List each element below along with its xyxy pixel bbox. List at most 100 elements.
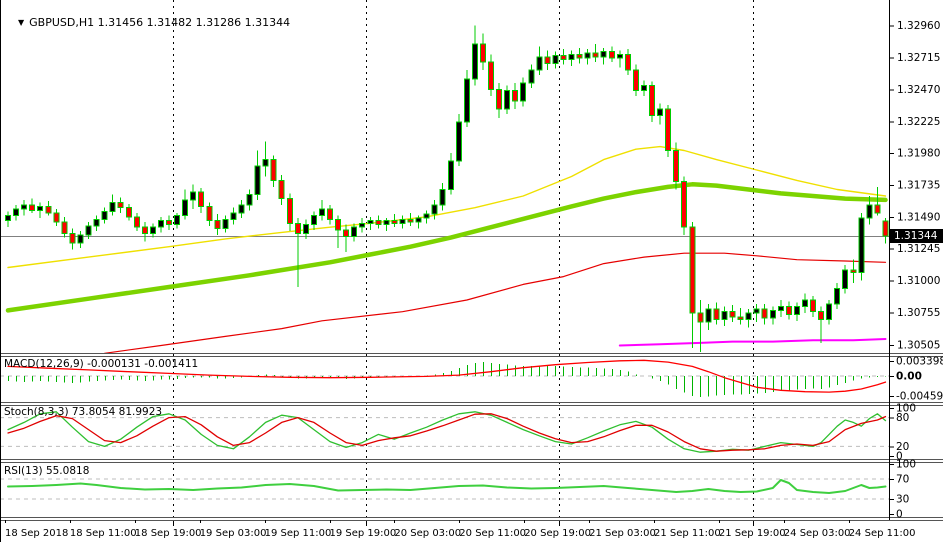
candle-bull	[552, 55, 559, 64]
time-axis-label: 18 Sep 2018	[5, 528, 68, 539]
time-axis-label: 18 Sep 11:00	[70, 528, 137, 539]
candle-bull	[254, 165, 261, 196]
price-axis-label: 1.31980	[897, 148, 940, 160]
price-axis-label: 1.32225	[897, 116, 940, 128]
time-axis-label: 18 Sep 19:00	[135, 528, 202, 539]
chart-title: ▼ GBPUSD,H1 1.31456 1.31482 1.31286 1.313…	[4, 3, 290, 42]
candle-bull	[802, 299, 808, 307]
candle-bull	[37, 205, 44, 211]
candle-bear	[512, 90, 519, 102]
candle-bear	[818, 311, 825, 321]
candle-bull	[753, 308, 760, 314]
candle-bull	[455, 121, 462, 162]
chart-title-text: GBPUSD,H1 1.31456 1.31482 1.31286 1.3134…	[29, 16, 291, 29]
macd-axis-label: 0.00	[896, 371, 922, 383]
macd-signal-line	[7, 359, 887, 393]
candle-bear	[608, 51, 615, 59]
candle-bull	[504, 90, 511, 110]
rsi-axis-label: 70	[896, 474, 909, 486]
candle-bear	[488, 61, 494, 90]
candle-bull	[399, 218, 406, 224]
candle-bear	[278, 179, 285, 200]
candle-bull	[230, 212, 237, 220]
rsi-axis-label: 30	[896, 494, 909, 506]
time-axis-label: 21 Sep 03:00	[589, 528, 656, 539]
price-axis-label: 1.31735	[897, 179, 940, 191]
candle-bull	[657, 108, 664, 116]
candle-bull	[21, 204, 28, 210]
time-axis-label: 21 Sep 19:00	[719, 528, 786, 539]
stoch-signal-line	[7, 413, 887, 452]
symbol-dropdown-arrow-icon[interactable]: ▼	[18, 18, 25, 27]
candle-bull	[246, 194, 253, 206]
candle-bear	[729, 311, 736, 318]
candle-bear	[649, 85, 655, 116]
stoch-axis-label: 0	[896, 451, 903, 463]
candle-bull	[238, 204, 245, 214]
candle-bull	[769, 309, 776, 319]
candle-bull	[310, 215, 317, 226]
macd-histogram-group	[8, 362, 886, 397]
stoch-axis-label: 20	[896, 441, 909, 453]
price-axis-label: 1.30505	[897, 339, 940, 351]
candle-bear	[286, 198, 293, 224]
candle-bull	[834, 287, 841, 305]
candle-bear	[713, 308, 720, 321]
candle-bull	[447, 160, 454, 190]
price-axis-label: 1.31245	[897, 243, 940, 255]
candle-bull	[77, 234, 84, 244]
candle-bear	[294, 222, 301, 235]
candle-bear	[850, 269, 857, 274]
candle-bull	[842, 269, 849, 289]
candle-bull	[93, 218, 100, 227]
time-axis-label: 20 Sep 11:00	[459, 528, 526, 539]
stoch-axis-label: 100	[896, 403, 916, 415]
candle-bear	[117, 202, 124, 209]
candle-bear	[133, 216, 140, 228]
candle-bear	[125, 207, 132, 218]
candle-bear	[198, 191, 205, 207]
current-price-badge: 1.31344	[890, 229, 943, 243]
candle-bear	[576, 53, 583, 59]
rsi-indicator-label: RSI(13) 55.0818	[4, 465, 90, 477]
candle-bear	[737, 316, 744, 320]
candle-bull	[584, 52, 591, 59]
candle-bear	[681, 181, 688, 228]
ma-magenta-line	[618, 338, 887, 347]
ma-yellow-line	[7, 145, 887, 269]
candle-bear	[29, 204, 36, 211]
candle-bull	[423, 213, 430, 219]
ma-red-line	[103, 252, 887, 354]
time-axis-label: 20 Sep 03:00	[394, 528, 461, 539]
candle-bull	[359, 222, 366, 228]
rsi-axis-label: 0	[896, 509, 903, 521]
candle-bear	[624, 53, 631, 71]
candle-bull	[568, 53, 575, 60]
candle-bull	[858, 217, 865, 274]
candle-bull	[367, 220, 374, 224]
candle-bear	[874, 204, 881, 214]
candle-bear	[665, 108, 672, 151]
candle-bull	[705, 308, 712, 323]
candle-bear	[544, 56, 551, 64]
candle-bull	[101, 211, 108, 220]
candle-bear	[206, 205, 213, 222]
macd-axis-label: 0.003398	[896, 356, 943, 368]
candle-bull	[383, 220, 390, 226]
candle-bull	[641, 85, 647, 92]
candle-bear	[810, 299, 816, 313]
stochastic-indicator-label: Stoch(8,3,3) 73.8054 81.9923	[4, 406, 163, 418]
price-axis-label: 1.30755	[897, 307, 940, 319]
candle-bear	[560, 55, 567, 60]
candle-bull	[745, 312, 752, 320]
candle-bull	[262, 159, 269, 167]
candle-bull	[600, 51, 607, 58]
price-axis-label: 1.32470	[897, 84, 940, 96]
candle-bull	[866, 204, 873, 219]
candle-bull	[463, 78, 470, 123]
candle-bull	[793, 306, 800, 315]
candle-bear	[343, 229, 350, 237]
rsi-line	[7, 479, 887, 494]
candle-bull	[528, 69, 535, 84]
